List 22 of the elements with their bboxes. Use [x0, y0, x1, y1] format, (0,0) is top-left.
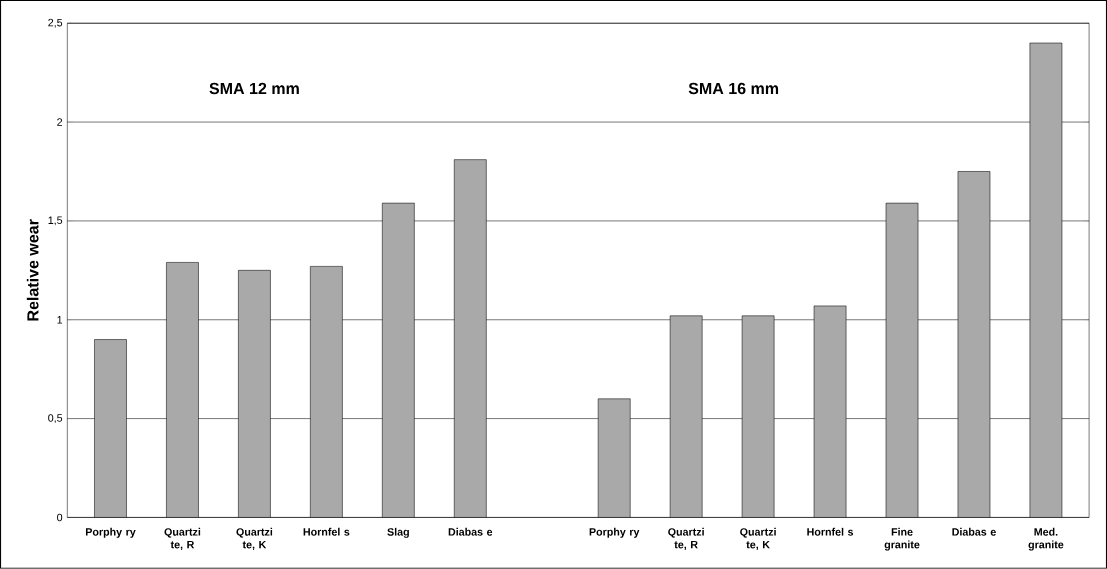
x-tick-label: Hornfel s [303, 527, 350, 536]
y-tick-label: 2 [57, 118, 63, 126]
x-tick-label: Med. granite [1028, 527, 1064, 551]
x-tick-label: Slag [387, 527, 409, 538]
x-tick-label: Porphy ry [85, 527, 136, 538]
x-tick-label: Fine granite [884, 527, 920, 551]
x-tick-label: Porphy ry [589, 527, 640, 538]
x-tick-label: Hornfel s [807, 527, 854, 536]
x-tick-label: Quartzi te, K [740, 527, 776, 551]
y-tick-label: 0,5 [48, 414, 63, 424]
x-tick-label: Diabas e [952, 527, 996, 536]
y-axis-title: Relative wear [26, 219, 39, 321]
y-tick-label: 0 [57, 513, 63, 522]
annotation: SMA 16 mm [688, 82, 779, 95]
y-tick-label: 1,5 [48, 216, 63, 226]
x-tick-label: Quartzi te, K [236, 527, 273, 551]
x-tick-label: Quartzi te, R [668, 527, 704, 551]
x-tick-label: Quartzi te, R [164, 527, 201, 551]
annotation: SMA 12 mm [209, 82, 299, 95]
x-tick-label: Diabas e [448, 527, 493, 536]
y-tick-label: 1 [57, 316, 63, 324]
y-tick-label: 2,5 [48, 18, 63, 28]
